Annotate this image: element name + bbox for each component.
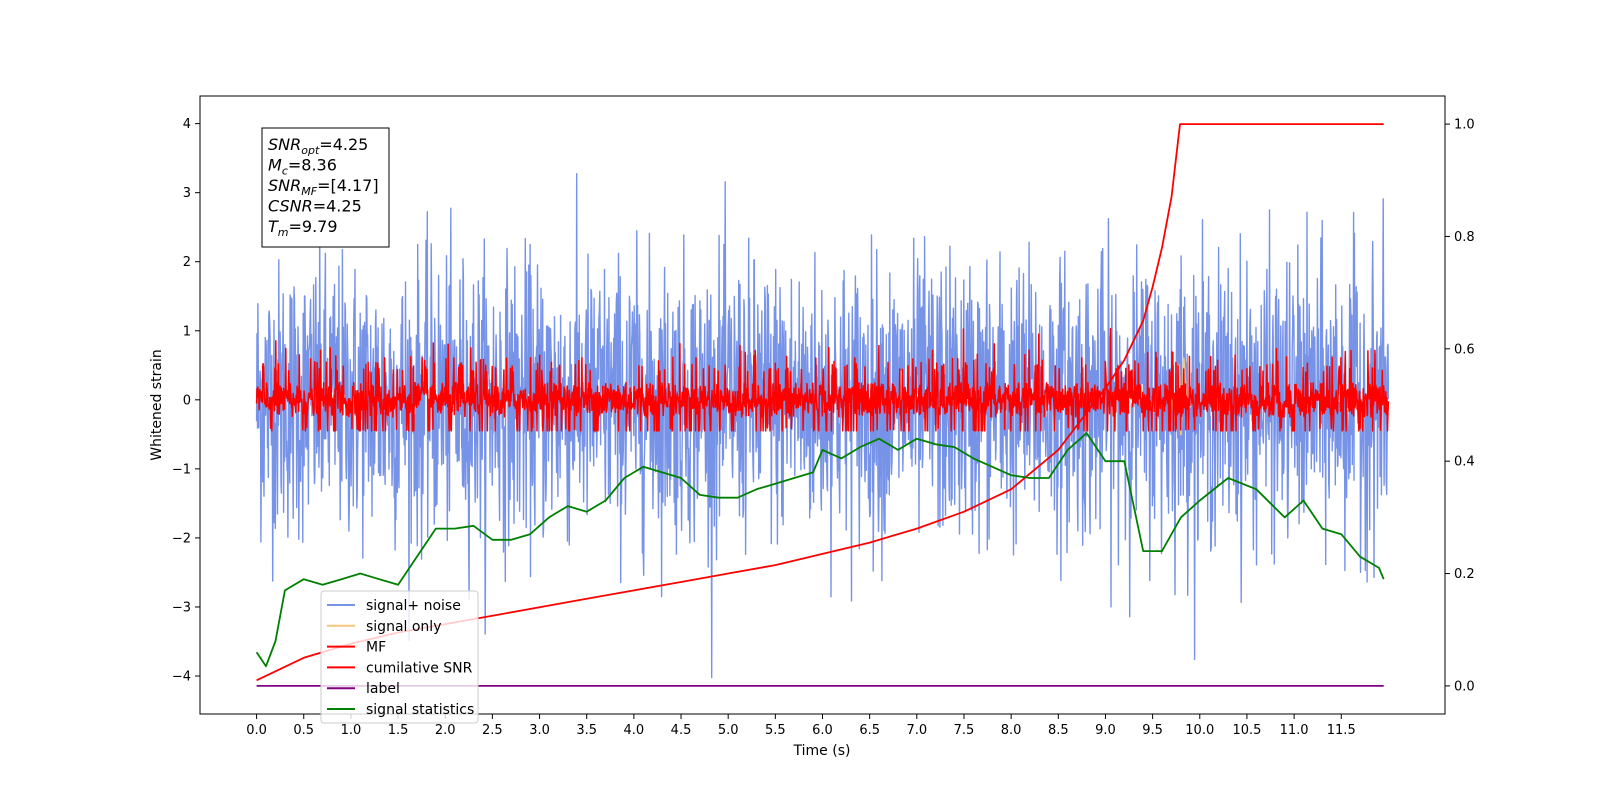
y-tick-label: −4 <box>172 670 191 685</box>
annotation-line: CSNR=4.25 <box>268 197 362 216</box>
annotation-line: Tm=9.79 <box>268 217 338 239</box>
annotation-line: SNRopt=4.25 <box>268 135 368 157</box>
x-tick-label: 9.0 <box>1095 723 1116 738</box>
y2-tick-label: 0.4 <box>1454 455 1475 470</box>
legend-label: cumilative SNR <box>366 660 473 676</box>
legend-label: signal statistics <box>366 702 474 718</box>
legend-label: MF <box>366 640 386 656</box>
x-tick-label: 9.5 <box>1142 723 1163 738</box>
annotation-line: Mc=8.36 <box>268 156 337 178</box>
legend-label: signal+ noise <box>366 598 461 614</box>
x-tick-label: 1.5 <box>388 723 409 738</box>
metrics-annotation-box: SNRopt=4.25Mc=8.36SNRMF=[4.17]CSNR=4.25T… <box>261 127 390 248</box>
x-tick-label: 7.5 <box>954 723 975 738</box>
y-tick-label: 2 <box>183 255 191 270</box>
y2-tick-label: 0.2 <box>1454 567 1475 582</box>
legend: signal+ noise signal only MF cumilative SNR… <box>320 590 479 724</box>
x-tick-label: 4.0 <box>624 723 645 738</box>
y2-tick-label: 1.0 <box>1454 118 1475 133</box>
y-axis-label: Whitened strain <box>149 349 165 460</box>
x-tick-label: 3.0 <box>529 723 550 738</box>
y2-tick-label: 0.8 <box>1454 230 1475 245</box>
x-tick-label: 5.0 <box>718 723 739 738</box>
x-tick-label: 8.5 <box>1048 723 1069 738</box>
x-tick-label: 6.0 <box>812 723 833 738</box>
x-tick-label: 2.0 <box>435 723 456 738</box>
y-tick-label: −1 <box>172 462 191 477</box>
y-axis-right: 0.0 0.2 0.4 0.6 0.8 1.0 <box>1445 118 1475 694</box>
x-tick-label: 1.0 <box>341 723 362 738</box>
annotation-frame <box>261 127 390 248</box>
y-axis-left: −4 −3 −2 −1 0 1 2 3 4 <box>172 117 200 685</box>
y-tick-label: −2 <box>172 531 191 546</box>
x-tick-label: 4.5 <box>671 723 692 738</box>
x-tick-label: 10.5 <box>1232 723 1261 738</box>
series-line-mf <box>255 327 1390 432</box>
x-tick-label: 6.5 <box>859 723 880 738</box>
x-tick-label: 0.5 <box>293 723 314 738</box>
x-tick-label: 3.5 <box>576 723 597 738</box>
x-axis: 0.0 0.5 1.0 1.5 2.0 2.5 3.0 3.5 4.0 4.5 5.0 5.5 6.0 6… <box>246 714 1356 738</box>
y-tick-label: −3 <box>172 600 191 615</box>
y2-tick-label: 0.6 <box>1454 342 1475 357</box>
x-tick-label: 8.0 <box>1001 723 1022 738</box>
x-tick-label: 7.0 <box>906 723 927 738</box>
y2-tick-label: 0.0 <box>1454 679 1475 694</box>
x-tick-label: 5.5 <box>765 723 786 738</box>
x-tick-label: 10.0 <box>1185 723 1214 738</box>
legend-frame <box>320 590 479 724</box>
x-axis-label: Time (s) <box>793 743 851 759</box>
legend-label: signal only <box>366 619 441 635</box>
y-tick-label: 4 <box>183 117 191 132</box>
x-tick-label: 11.5 <box>1327 723 1356 738</box>
x-tick-label: 0.0 <box>246 723 267 738</box>
y-tick-label: 0 <box>183 393 191 408</box>
y-tick-label: 1 <box>183 324 191 339</box>
y-tick-label: 3 <box>183 186 191 201</box>
series-line-signal-statistics <box>255 432 1385 668</box>
x-tick-label: 11.0 <box>1280 723 1309 738</box>
x-tick-label: 2.5 <box>482 723 503 738</box>
annotation-line: SNRMF=[4.17] <box>268 176 379 198</box>
legend-label: label <box>366 681 400 697</box>
